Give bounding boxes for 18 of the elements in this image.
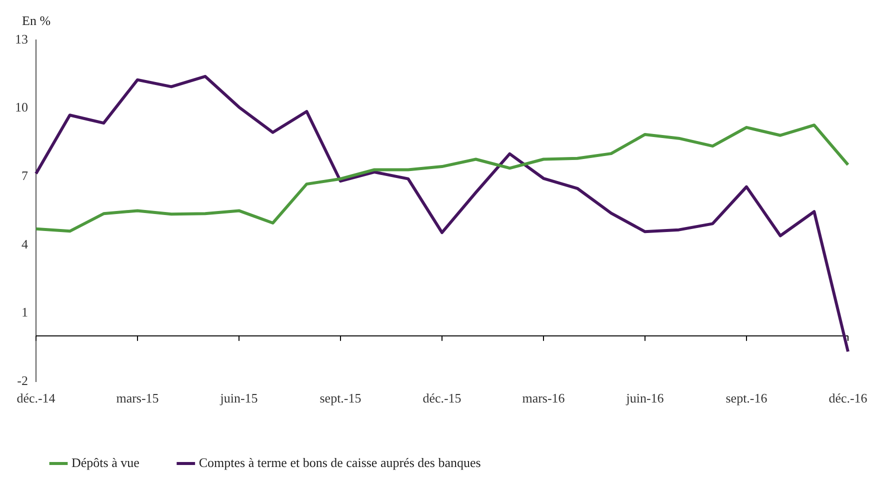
x-tick-label: mars-15 (116, 390, 159, 406)
x-tick-label: mars-16 (522, 390, 566, 406)
x-tick-label: sept.-16 (726, 390, 768, 406)
y-tick-label: 7 (22, 168, 28, 183)
x-tick-label: juin-15 (219, 390, 258, 406)
y-axis-title: En % (22, 12, 51, 28)
legend-label: Dépôts à vue (72, 454, 140, 470)
y-tick-label: 1 (22, 304, 28, 320)
x-tick-label: juin-16 (625, 390, 664, 406)
x-tick-label: déc.-15 (422, 390, 462, 406)
y-tick-label: -2 (17, 372, 28, 388)
x-tick-label: déc.-14 (16, 390, 56, 406)
legend-label: Comptes à terme et bons de caisse auprés des banques (198, 454, 481, 470)
y-tick-label: 4 (22, 236, 28, 252)
x-tick-label: sept.-15 (320, 390, 362, 406)
x-tick-label: déc.-16 (828, 390, 868, 406)
y-tick-label: 10 (15, 100, 28, 115)
y-tick-label: 13 (15, 31, 28, 46)
